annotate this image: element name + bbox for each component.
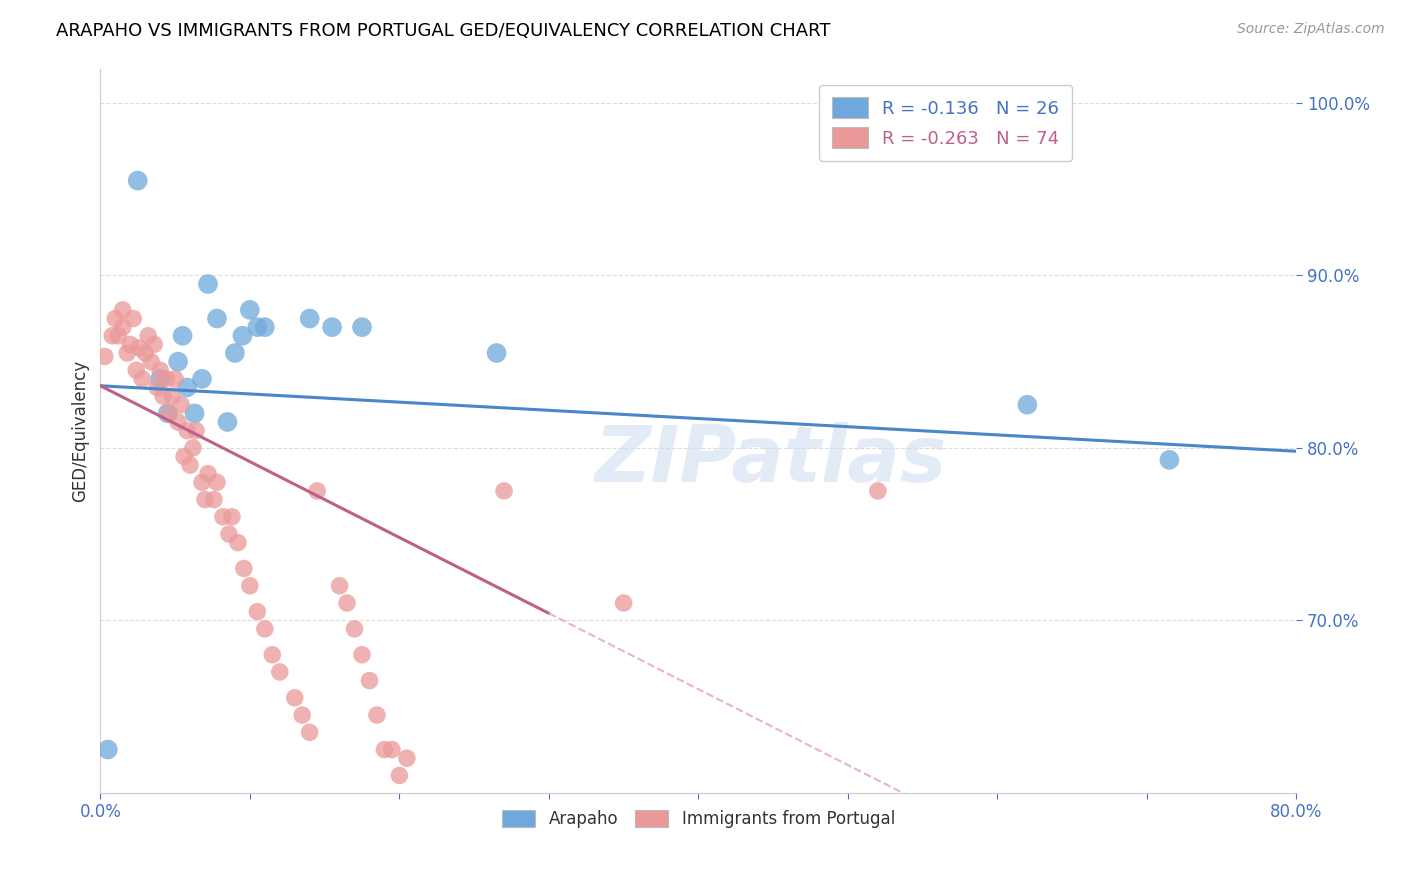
Y-axis label: GED/Equivalency: GED/Equivalency [72,359,89,501]
Point [388,768,411,782]
Text: Source: ZipAtlas.com: Source: ZipAtlas.com [1237,22,1385,37]
Point [191,475,214,490]
Point [149,363,172,377]
Point [197,467,219,481]
Point [381,742,404,756]
Point [165,372,187,386]
Point [194,492,217,507]
Point [298,311,321,326]
Point [179,458,201,472]
Point [284,690,307,705]
Point [485,346,508,360]
Point [176,380,198,394]
Point [146,380,169,394]
Point [291,708,314,723]
Point [125,363,148,377]
Point [143,337,166,351]
Point [1017,398,1039,412]
Point [157,406,180,420]
Point [298,725,321,739]
Text: ZIPatlas: ZIPatlas [595,422,946,498]
Point [262,648,284,662]
Point [321,320,343,334]
Point [117,346,139,360]
Point [366,708,388,723]
Point [184,424,207,438]
Point [1159,453,1181,467]
Point [246,320,269,334]
Point [253,320,276,334]
Point [866,483,889,498]
Point [111,302,134,317]
Point [172,328,194,343]
Point [359,673,381,688]
Point [492,483,515,498]
Point [167,415,190,429]
Point [307,483,329,498]
Point [350,320,373,334]
Point [269,665,291,679]
Point [120,337,142,351]
Point [232,561,254,575]
Point [181,441,204,455]
Text: ARAPAHO VS IMMIGRANTS FROM PORTUGAL GED/EQUIVALENCY CORRELATION CHART: ARAPAHO VS IMMIGRANTS FROM PORTUGAL GED/… [56,22,831,40]
Point [97,742,120,756]
Point [128,341,150,355]
Legend: Arapaho, Immigrants from Portugal: Arapaho, Immigrants from Portugal [495,804,901,835]
Point [253,622,276,636]
Point [226,535,249,549]
Point [155,372,177,386]
Point [336,596,359,610]
Point [191,372,214,386]
Point [202,492,225,507]
Point [613,596,636,610]
Point [131,372,153,386]
Point [111,320,134,334]
Point [167,354,190,368]
Point [127,173,149,187]
Point [343,622,366,636]
Point [350,648,373,662]
Point [205,311,228,326]
Point [224,346,246,360]
Point [373,742,395,756]
Point [101,328,124,343]
Point [149,372,172,386]
Point [246,605,269,619]
Point [94,350,117,364]
Point [173,450,195,464]
Point [217,415,239,429]
Point [160,389,183,403]
Point [221,509,243,524]
Point [104,311,127,326]
Point [231,328,253,343]
Point [170,398,193,412]
Point [156,406,179,420]
Point [183,406,205,420]
Point [218,527,240,541]
Point [176,424,198,438]
Point [141,354,163,368]
Point [197,277,219,291]
Point [107,328,129,343]
Point [134,346,156,360]
Point [212,509,235,524]
Point [329,579,352,593]
Point [136,328,159,343]
Point [152,389,174,403]
Point [395,751,418,765]
Point [205,475,228,490]
Point [239,302,262,317]
Point [239,579,262,593]
Point [122,311,145,326]
